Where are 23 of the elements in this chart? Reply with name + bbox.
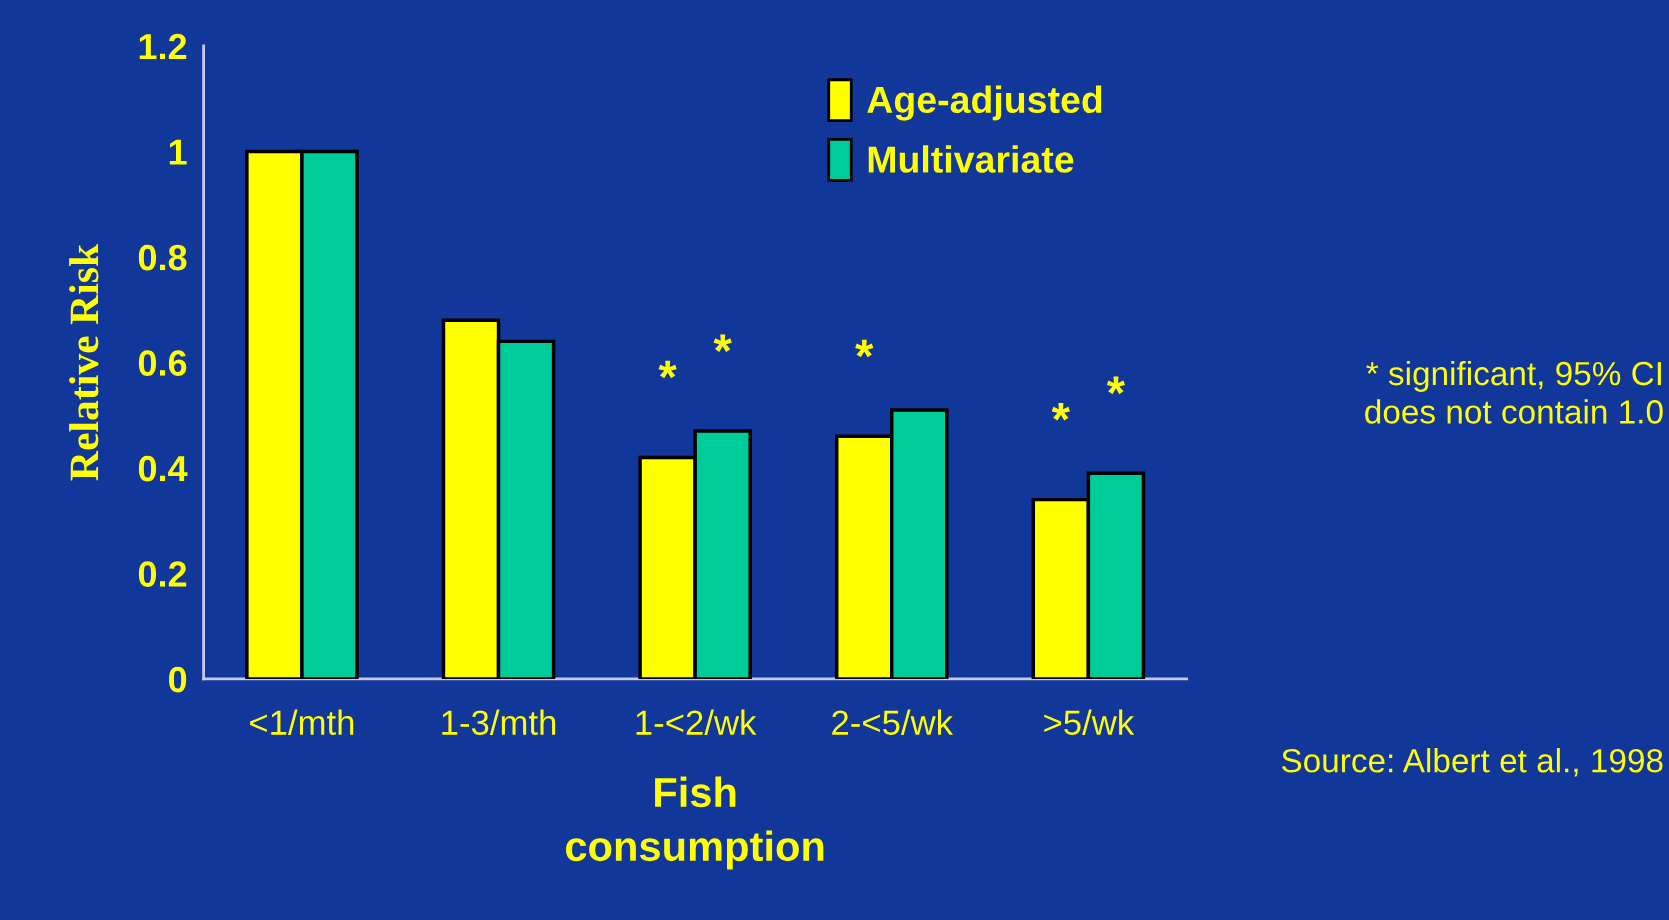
y-tick-label: 0 <box>168 666 187 693</box>
legend-label: Age-adjusted <box>867 85 1102 121</box>
x-tick-label: 1-3/mth <box>442 709 556 736</box>
x-tick-label: 2-<5/wk <box>832 709 954 736</box>
y-tick-label: 0.6 <box>138 350 187 376</box>
annotation: * <box>1051 402 1070 421</box>
x-tick-label: >5/wk <box>1044 709 1135 736</box>
y-tick-label: 0.2 <box>138 561 187 587</box>
legend-label: Multivariate <box>868 145 1074 173</box>
y-tick-label: 0.4 <box>138 455 188 482</box>
x-tick-label: <1/mth <box>250 709 354 736</box>
y-tick-label: 0.8 <box>138 244 187 271</box>
annotation: * <box>855 339 874 358</box>
annotation: * <box>713 334 732 352</box>
y-tick-label: 1.2 <box>139 33 187 60</box>
source-note: Source: Albert et al., 1998 <box>1281 748 1663 777</box>
annotation: * <box>1106 376 1126 395</box>
x-axis-title: Fish consumption <box>566 776 824 870</box>
annotation: * <box>658 360 677 379</box>
text: * significant, 95% CI does not contain 1.0 <box>1365 360 1663 424</box>
y-axis-title: Relative Risk <box>69 243 99 481</box>
x-tick-label: 1-<2/wk <box>636 709 757 736</box>
y-tick-label: 1 <box>169 139 187 165</box>
